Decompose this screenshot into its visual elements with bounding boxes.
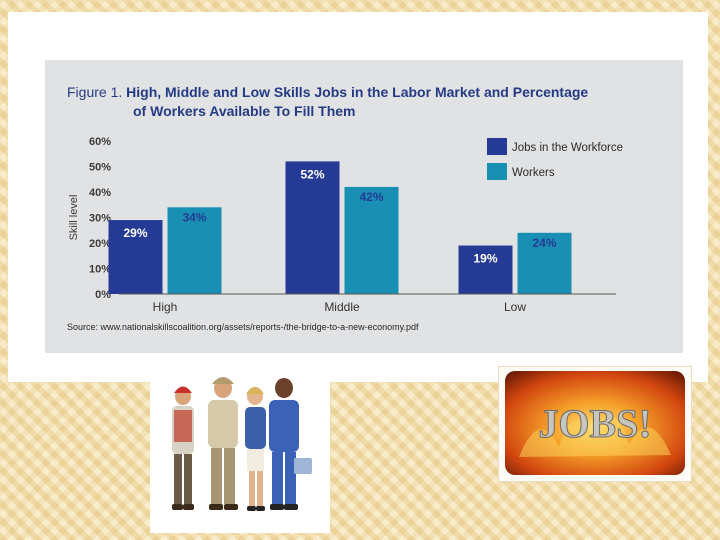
bar-jobs xyxy=(458,245,513,294)
legend-swatch xyxy=(487,138,507,155)
y-tick-label: 50% xyxy=(89,162,111,174)
x-tick-label: Middle xyxy=(324,300,360,314)
figure-title: Figure 1. High, Middle and Low Skills Jo… xyxy=(67,83,667,121)
figure-box: Figure 1. High, Middle and Low Skills Jo… xyxy=(45,60,683,353)
bar-jobs xyxy=(285,161,340,294)
bar-workers xyxy=(344,186,399,294)
x-tick-label: High xyxy=(153,300,178,314)
worker-figure-1 xyxy=(172,386,194,510)
figure-number: Figure 1. xyxy=(67,84,123,100)
legend-label: Jobs in the Workforce xyxy=(512,142,623,154)
jobs-banner-text: JOBS! xyxy=(538,401,651,446)
worker-figure-3 xyxy=(245,387,266,511)
data-label: 24% xyxy=(532,236,556,250)
y-tick-label: 0% xyxy=(95,289,111,301)
figure-title-line2: of Workers Available To Fill Them xyxy=(133,103,356,119)
data-label: 29% xyxy=(123,226,147,240)
data-label: 19% xyxy=(473,252,497,266)
jobs-banner: JOBS! xyxy=(498,366,692,482)
worker-figure-2 xyxy=(208,377,238,510)
figure-title-line1: High, Middle and Low Skills Jobs in the … xyxy=(126,84,589,100)
y-tick-label: 10% xyxy=(89,264,111,276)
y-tick-label: 30% xyxy=(89,213,111,225)
bar-workers xyxy=(517,232,572,294)
data-label: 42% xyxy=(359,190,383,204)
y-tick-label: 40% xyxy=(89,187,111,199)
legend-swatch xyxy=(487,163,507,180)
data-label: 34% xyxy=(182,210,206,224)
data-label: 52% xyxy=(300,167,324,181)
source-note: Source: www.nationalskillscoalition.org/… xyxy=(67,322,419,332)
worker-figure-4 xyxy=(269,378,312,510)
x-tick-label: Low xyxy=(504,300,526,314)
y-axis-title: Skill level xyxy=(68,195,80,241)
bar-chart: 0% 10% 20% 30% 40% 50% 60% Skill level 29% 52% 19%… xyxy=(68,136,623,314)
bar-jobs xyxy=(108,220,163,294)
y-tick-label: 20% xyxy=(89,238,111,250)
bar-workers xyxy=(167,207,222,294)
legend-label: Workers xyxy=(512,167,555,179)
workers-photo xyxy=(150,360,330,533)
y-tick-label: 60% xyxy=(89,136,111,148)
